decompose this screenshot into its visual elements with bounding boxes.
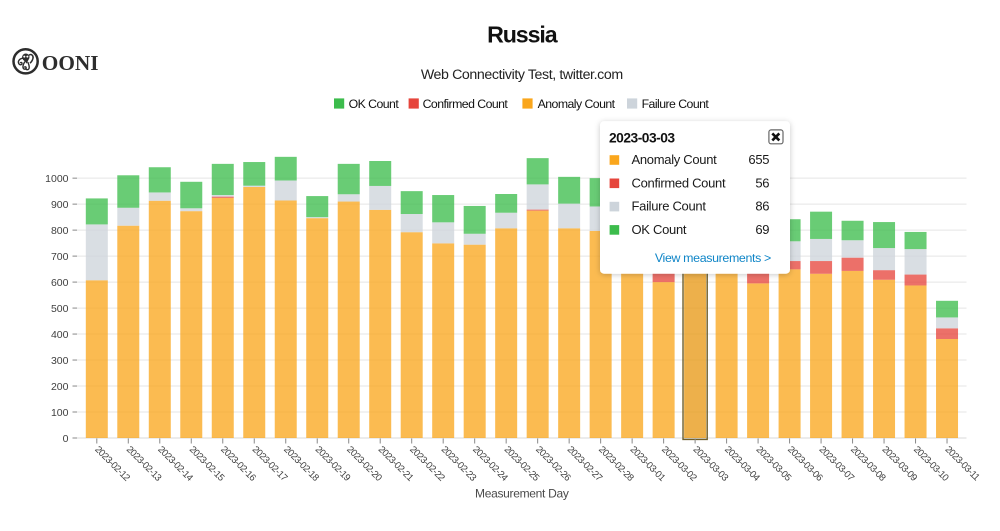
svg-text:400: 400: [51, 329, 69, 341]
svg-text:Web Connectivity Test, twitter: Web Connectivity Test, twitter.com: [421, 67, 623, 83]
svg-text:100: 100: [51, 407, 69, 419]
svg-text:Anomaly Count: Anomaly Count: [632, 152, 718, 167]
svg-text:600: 600: [51, 277, 69, 289]
svg-text:700: 700: [51, 251, 69, 263]
svg-text:OK Count: OK Count: [632, 222, 687, 237]
svg-text:86: 86: [755, 199, 769, 214]
svg-text:Confirmed Count: Confirmed Count: [632, 175, 726, 190]
svg-text:200: 200: [51, 381, 69, 393]
svg-text:500: 500: [51, 303, 69, 315]
svg-text:Failure Count: Failure Count: [642, 97, 710, 111]
svg-text:Failure Count: Failure Count: [632, 199, 707, 214]
svg-text:800: 800: [51, 225, 69, 237]
svg-text:OK Count: OK Count: [349, 97, 400, 111]
svg-text:View measurements >: View measurements >: [655, 251, 771, 265]
svg-text:Measurement Day: Measurement Day: [475, 487, 569, 501]
svg-text:300: 300: [51, 355, 69, 367]
svg-text:69: 69: [755, 222, 769, 237]
svg-text:Russia: Russia: [487, 21, 559, 47]
svg-text:2023-03-03: 2023-03-03: [609, 131, 675, 146]
svg-text:Anomaly Count: Anomaly Count: [538, 97, 616, 111]
svg-text:1000: 1000: [45, 173, 69, 185]
svg-text:56: 56: [755, 175, 769, 190]
svg-text:900: 900: [51, 199, 69, 211]
svg-text:Confirmed Count: Confirmed Count: [423, 97, 509, 111]
svg-text:655: 655: [748, 152, 769, 167]
svg-text:OONI: OONI: [42, 51, 99, 75]
svg-text:0: 0: [63, 433, 69, 445]
